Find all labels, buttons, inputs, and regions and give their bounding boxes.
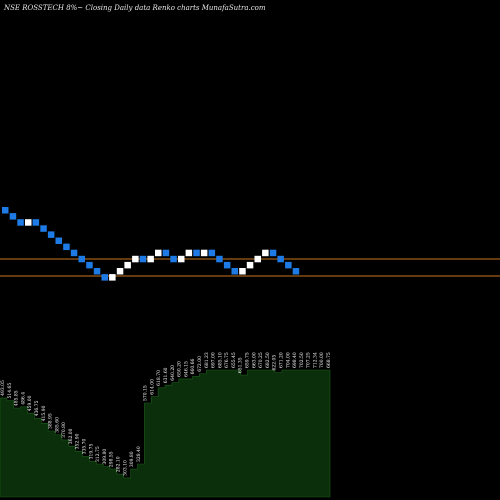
- price-label: 514.65: [7, 383, 13, 399]
- down-brick: [285, 261, 292, 269]
- down-brick: [170, 255, 177, 263]
- chart-title: NSE ROSSTECH 8%~ Closing Daily data Renk…: [3, 4, 266, 12]
- price-label: 668.75: [326, 352, 332, 368]
- price-label: 702.50: [299, 352, 305, 368]
- renko-bricks: [2, 207, 300, 281]
- price-label: 309.80: [129, 451, 135, 467]
- price-label: 570.15: [143, 385, 149, 401]
- price-label: 697.00: [211, 352, 217, 368]
- price-label: 655.45: [231, 352, 237, 368]
- up-brick: [262, 249, 269, 257]
- up-brick: [132, 255, 139, 263]
- up-brick: [254, 255, 261, 263]
- down-brick: [78, 255, 85, 263]
- down-brick: [223, 261, 231, 269]
- down-brick: [2, 207, 9, 214]
- price-label: 646.15: [183, 361, 189, 377]
- up-brick: [239, 268, 246, 275]
- price-label: 362.00: [68, 428, 74, 444]
- price-label: 663.00: [251, 352, 257, 368]
- price-label: 436.75: [34, 400, 40, 416]
- down-brick: [17, 219, 24, 226]
- up-brick: [25, 219, 32, 226]
- up-brick: [116, 268, 124, 275]
- up-brick: [147, 255, 154, 263]
- price-label: 685.10: [217, 352, 223, 368]
- down-brick: [208, 249, 216, 257]
- price-label: 493.05: [0, 380, 6, 396]
- down-brick: [93, 268, 101, 275]
- price-label: 319.75: [88, 444, 94, 460]
- price-label: 303.10: [122, 460, 128, 476]
- price-label: 712.34: [312, 352, 318, 368]
- down-brick: [139, 255, 147, 263]
- price-label: 659.75: [245, 352, 251, 368]
- price-label: 485.85: [14, 390, 20, 406]
- price-label: 486.4: [20, 392, 26, 405]
- price-label: 385.60: [54, 417, 60, 433]
- down-brick: [216, 255, 223, 263]
- down-brick: [86, 261, 93, 269]
- price-label: 298.55: [109, 451, 115, 467]
- up-brick: [124, 261, 131, 269]
- up-brick: [246, 261, 254, 269]
- up-brick: [155, 249, 162, 257]
- price-labels: 493.05 514.65 485.85 486.4 459.00 436.75 415.9…: [0, 352, 332, 476]
- price-area: [0, 369, 331, 498]
- down-brick: [9, 213, 17, 220]
- price-label: 700.00: [319, 352, 325, 368]
- price-label: 631.60: [163, 367, 169, 383]
- price-label: 352.90: [75, 433, 81, 449]
- down-brick: [32, 219, 40, 226]
- down-brick: [162, 249, 170, 257]
- price-label: 651.35: [238, 357, 244, 373]
- price-area-series: [0, 369, 331, 498]
- price-label: 459.00: [27, 395, 33, 411]
- down-brick: [277, 255, 284, 263]
- price-label: 282.10: [116, 456, 122, 472]
- down-brick: [47, 231, 55, 238]
- price-label: 707.25: [306, 352, 312, 368]
- down-brick: [70, 249, 78, 257]
- price-label: 388.95: [48, 413, 54, 429]
- price-label: 335.70: [82, 439, 88, 455]
- price-label: 328.40: [136, 446, 142, 462]
- down-brick: [193, 249, 200, 257]
- up-brick: [178, 255, 185, 263]
- price-label: 660.66: [190, 359, 196, 375]
- price-label: 672.00: [197, 356, 203, 372]
- down-brick: [63, 243, 70, 251]
- price-label: 640.20: [170, 365, 176, 381]
- price-label: 650.20: [177, 361, 183, 377]
- price-label: 676.75: [224, 352, 230, 368]
- price-label: 312.75: [95, 446, 101, 462]
- up-brick: [200, 249, 208, 257]
- down-brick: [231, 268, 238, 275]
- price-label: 670.25: [258, 352, 264, 368]
- down-brick: [40, 225, 47, 232]
- down-brick: [269, 249, 277, 257]
- up-brick: [109, 274, 116, 281]
- price-label: 622.05: [272, 355, 278, 371]
- price-label: 614.00: [149, 379, 155, 395]
- price-label: 671.20: [279, 352, 285, 368]
- price-label: 415.90: [41, 405, 47, 421]
- price-label: 682.50: [265, 352, 271, 368]
- price-label: 704.00: [285, 352, 291, 368]
- down-brick: [292, 268, 300, 275]
- price-label: 309.80: [102, 449, 108, 465]
- down-brick: [55, 237, 62, 244]
- price-label: 681.23: [204, 352, 210, 368]
- down-brick: [101, 274, 108, 281]
- price-label: 370.80: [61, 422, 67, 438]
- price-label: 618.70: [156, 370, 162, 386]
- price-label: 698.40: [292, 352, 298, 368]
- up-brick: [185, 249, 193, 257]
